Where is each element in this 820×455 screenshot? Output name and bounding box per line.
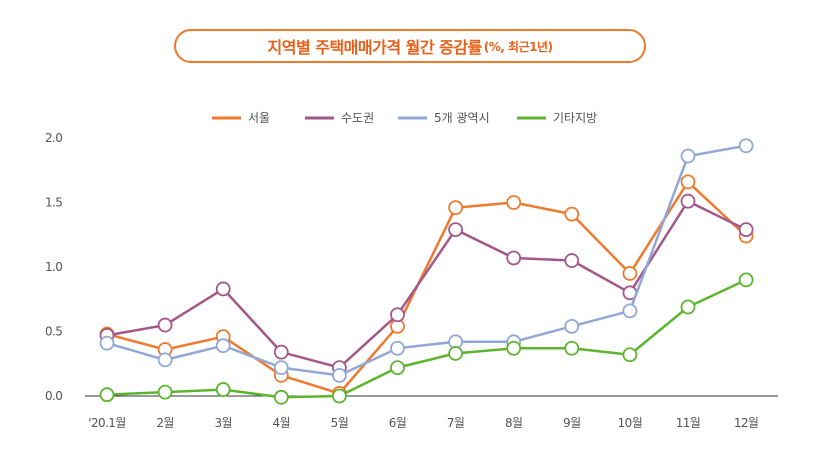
- series-1: [99, 193, 754, 376]
- y-tick-label: 1.5: [45, 196, 62, 210]
- data-point: [506, 250, 522, 266]
- x-tick-label: 11월: [676, 416, 701, 430]
- data-point: [680, 299, 696, 315]
- data-point: [680, 193, 696, 209]
- data-point: [506, 195, 522, 210]
- x-tick-label: 12월: [734, 416, 759, 430]
- data-point: [273, 360, 289, 376]
- chart-title: 지역별 주택매매가격 월간 증감률 (%, 최근1년): [174, 29, 646, 63]
- data-point: [622, 303, 638, 319]
- legend-label: 5개 광역시: [434, 111, 490, 125]
- data-point: [448, 346, 464, 361]
- data-point: [738, 272, 754, 288]
- x-tick-label: 6월: [389, 416, 406, 430]
- data-point: [564, 340, 580, 356]
- data-point: [331, 367, 347, 383]
- data-point: [99, 335, 115, 351]
- y-tick-label: 0.5: [45, 325, 62, 339]
- data-point: [448, 222, 464, 237]
- data-point: [99, 387, 115, 403]
- y-tick-label: 1.0: [45, 260, 62, 274]
- x-tick-label: 3월: [214, 416, 231, 430]
- data-point: [390, 340, 405, 356]
- data-point: [331, 388, 347, 404]
- series-0: [99, 174, 754, 401]
- data-point: [390, 307, 405, 323]
- legend-label: 서울: [248, 111, 270, 125]
- data-point: [506, 340, 522, 356]
- data-point: [215, 338, 231, 354]
- data-point: [157, 352, 173, 368]
- data-point: [564, 206, 580, 222]
- chart-title-sub: (%, 최근1년): [483, 39, 553, 54]
- data-point: [215, 281, 231, 297]
- data-point: [157, 384, 173, 400]
- series-line: [106, 199, 747, 369]
- data-point: [215, 382, 231, 397]
- x-axis: '20.1월 2월 3월 4월 5월 6월 7월 8월 9월 10월 11월 12월: [85, 395, 778, 430]
- series-line: [106, 144, 747, 377]
- x-tick-label: 9월: [563, 416, 580, 430]
- data-point: [622, 347, 638, 363]
- x-tick-label: 10월: [618, 416, 643, 430]
- series-layer: [99, 138, 754, 405]
- x-tick-label: '20.1월: [88, 416, 125, 430]
- series-line: [106, 278, 747, 399]
- data-point: [273, 389, 289, 405]
- data-point: [390, 360, 405, 376]
- data-point: [564, 318, 580, 334]
- data-point: [622, 266, 638, 281]
- series-line: [106, 180, 747, 395]
- y-tick-label: 2.0: [45, 131, 62, 145]
- data-point: [680, 174, 696, 190]
- data-point: [680, 148, 696, 164]
- y-axis: 0.0 0.5 1.0 1.5 2.0: [45, 131, 63, 403]
- legend-label: 수도권: [341, 111, 374, 125]
- data-point: [738, 138, 754, 154]
- data-point: [564, 253, 580, 268]
- data-point: [448, 200, 464, 216]
- x-tick-label: 4월: [273, 416, 290, 430]
- y-tick-label: 0.0: [45, 389, 62, 403]
- series-2: [99, 138, 754, 383]
- x-tick-label: 8월: [505, 416, 522, 430]
- x-tick-label: 7월: [447, 416, 464, 430]
- data-point: [157, 317, 173, 333]
- chart-title-main: 지역별 주택매매가격 월간 증감률: [267, 38, 483, 57]
- x-tick-label: 2월: [156, 416, 173, 430]
- legend-label: 기타지방: [553, 111, 597, 125]
- data-point: [738, 222, 754, 237]
- x-tick-label: 5월: [331, 416, 348, 430]
- series-3: [99, 272, 754, 405]
- data-point: [273, 344, 289, 360]
- legend: 서울 수도권 5개 광역시 기타지방: [212, 111, 597, 125]
